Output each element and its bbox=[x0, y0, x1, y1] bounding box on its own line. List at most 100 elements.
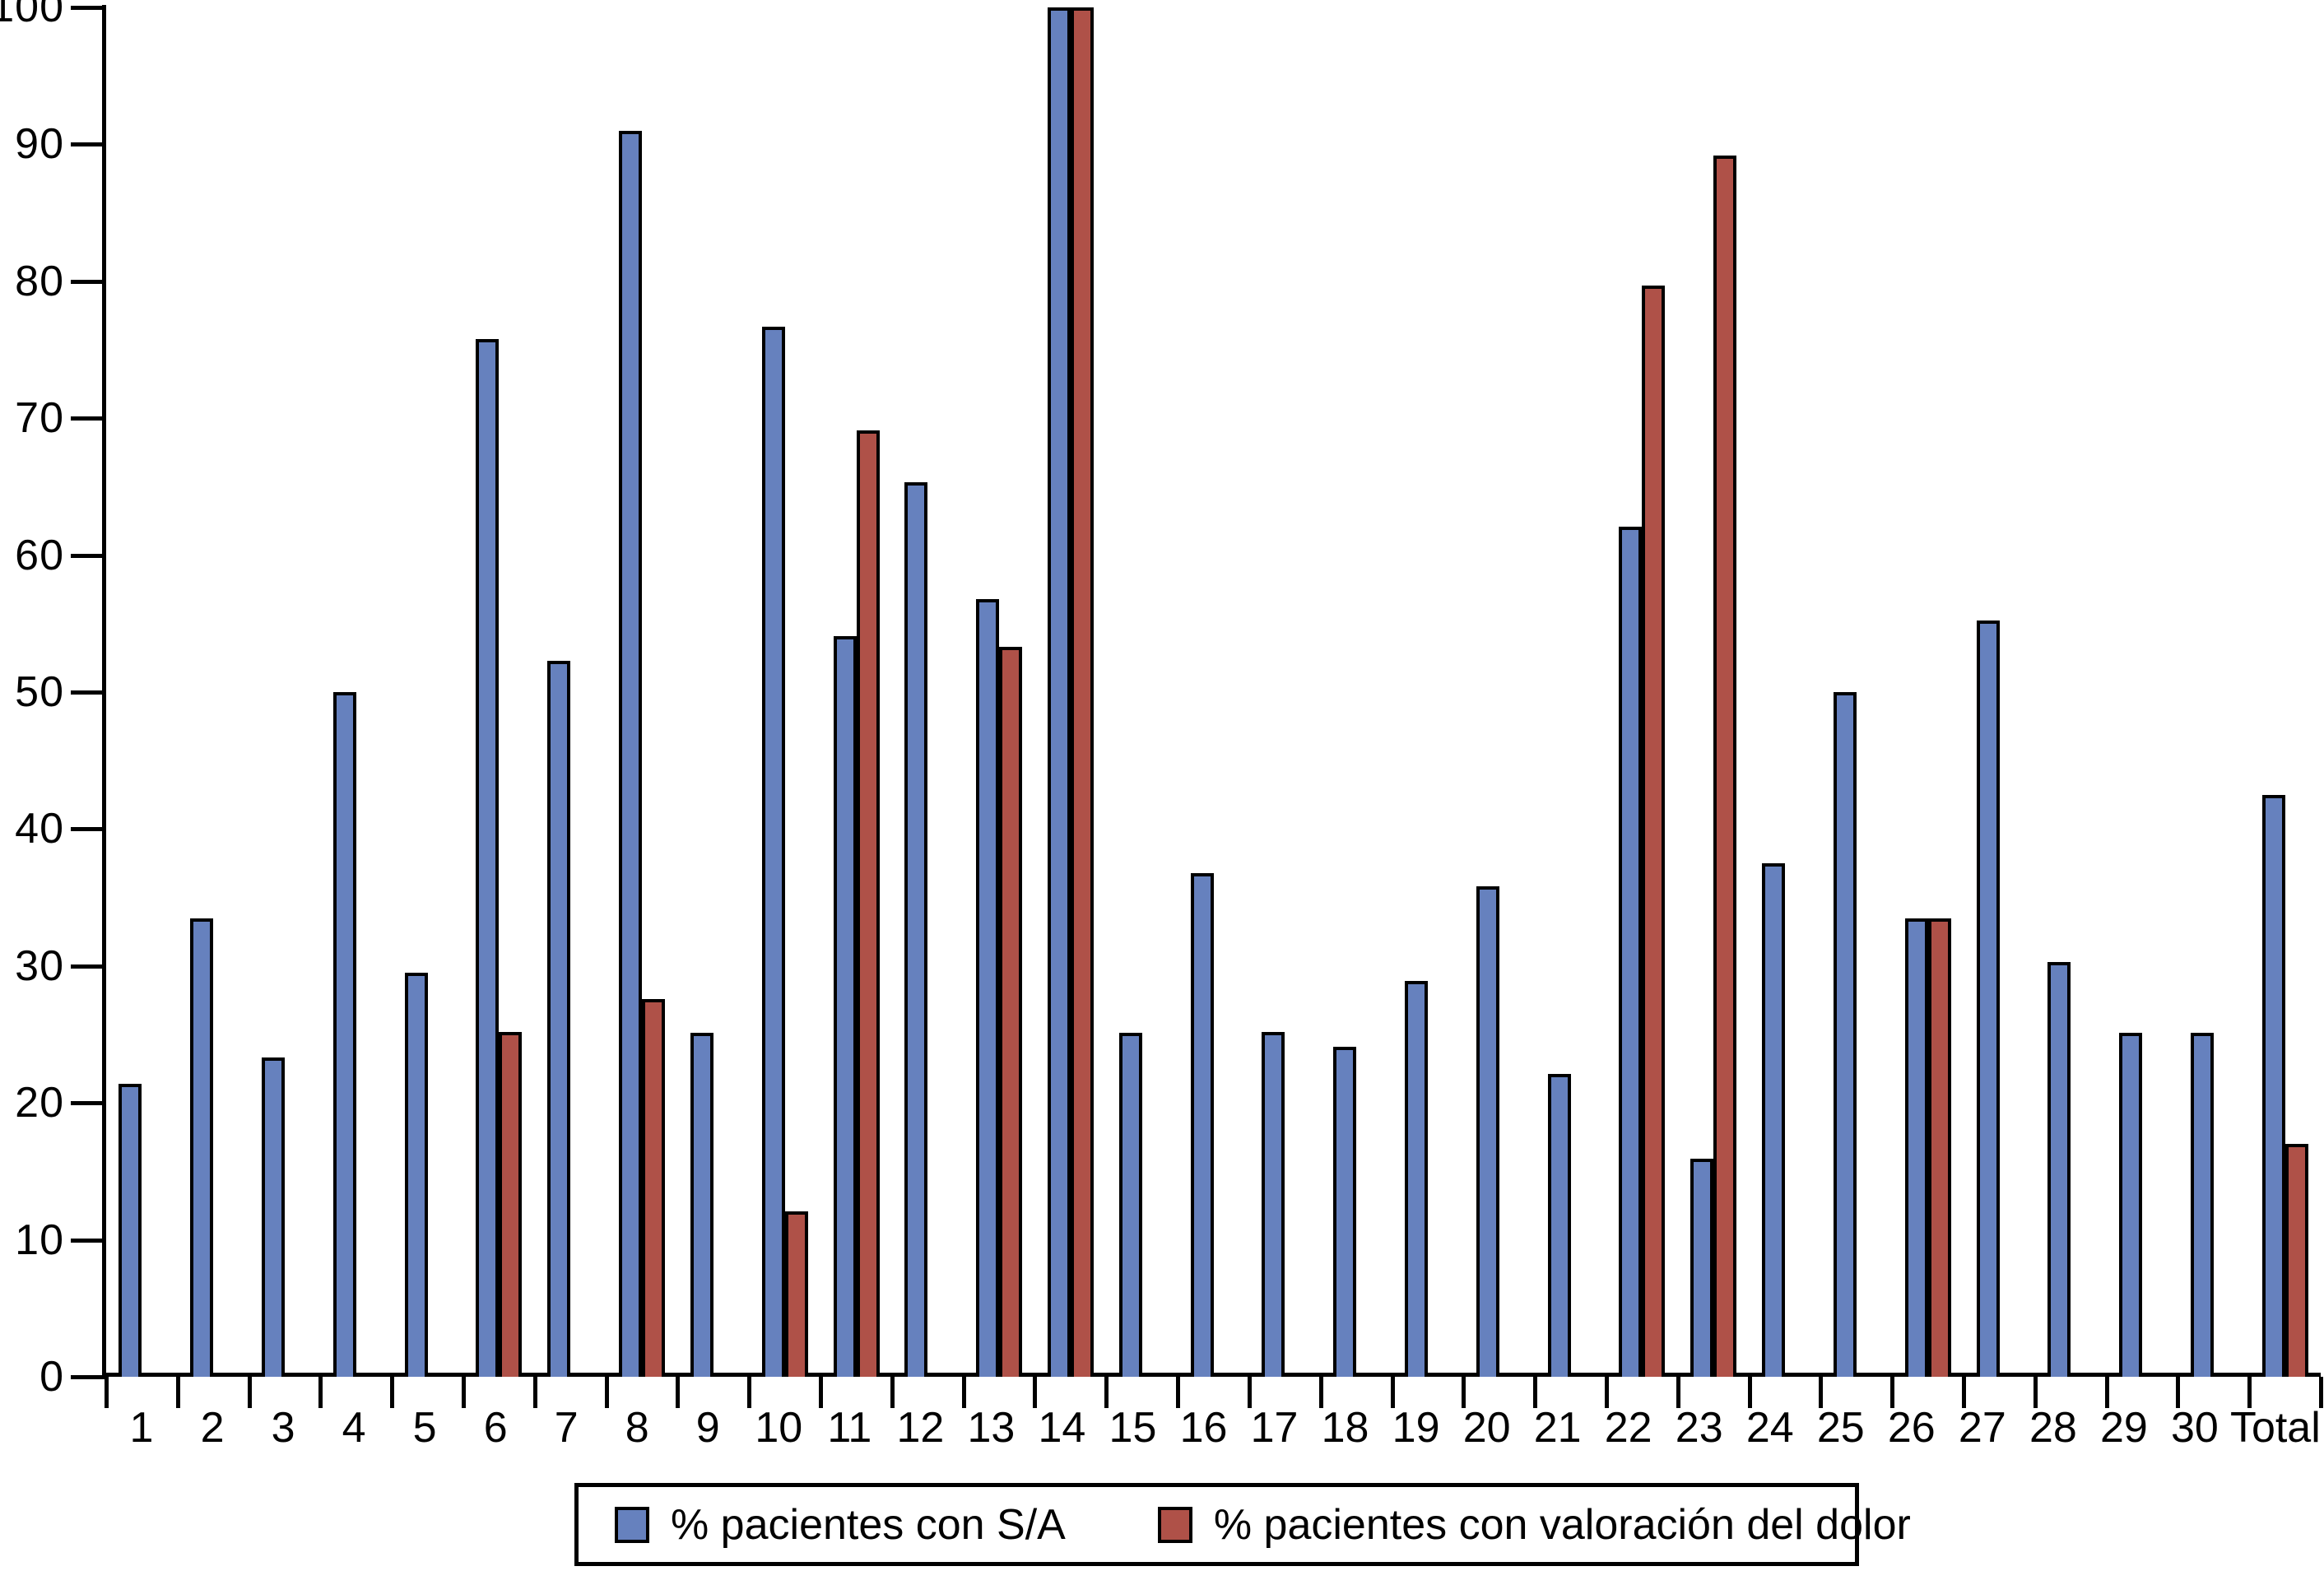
legend-item-dolor: % pacientes con valoración del dolor bbox=[1157, 1500, 1911, 1549]
bar-pair bbox=[619, 7, 666, 1377]
bar-dolor-11 bbox=[856, 430, 880, 1377]
bar-group-15 bbox=[1106, 7, 1178, 1377]
bar-pair bbox=[2261, 7, 2308, 1377]
x-axis-labels: 1 2 3 4 5 6 7 8 9 10 11 12 13 14 15 16 17 18 19 20 21 22 23 24 2… bbox=[106, 1399, 2321, 1457]
bar-sa-13 bbox=[976, 598, 1000, 1377]
x-tick-mark-28 bbox=[2104, 1377, 2109, 1408]
x-tick-mark-12 bbox=[961, 1377, 966, 1408]
bar-sa-1 bbox=[119, 1083, 142, 1377]
bar-pair bbox=[190, 7, 236, 1377]
x-label-Total: Total bbox=[2229, 1404, 2321, 1452]
bar-pair bbox=[1118, 7, 1165, 1377]
bar-group-18 bbox=[1321, 7, 1392, 1377]
x-label-7: 7 bbox=[554, 1404, 579, 1452]
bar-sa-19 bbox=[1405, 981, 1429, 1377]
bar-dolor-14 bbox=[1070, 7, 1094, 1377]
y-tick-mark-90 bbox=[71, 142, 105, 147]
bar-dolor-10 bbox=[784, 1211, 808, 1377]
bar-pair bbox=[761, 7, 808, 1377]
x-tick-mark-0 bbox=[105, 1377, 109, 1408]
bar-sa-12 bbox=[904, 482, 928, 1377]
x-label-8: 8 bbox=[625, 1404, 649, 1452]
bar-sa-7 bbox=[547, 660, 571, 1377]
x-label-6: 6 bbox=[483, 1404, 508, 1452]
x-label-10: 10 bbox=[755, 1404, 803, 1452]
bar-group-20 bbox=[1463, 7, 1535, 1377]
bar-sa-16 bbox=[1190, 872, 1214, 1377]
bar-sa-25 bbox=[1833, 692, 1857, 1377]
bar-pair bbox=[904, 7, 951, 1377]
bar-pair bbox=[1619, 7, 1666, 1377]
x-axis-tickmarks bbox=[105, 1377, 2323, 1410]
y-tick-label-50: 50 bbox=[15, 668, 64, 716]
bar-group-16 bbox=[1178, 7, 1249, 1377]
bar-sa-14 bbox=[1047, 7, 1071, 1377]
bar-dolor-Total bbox=[2284, 1144, 2308, 1377]
bar-pair bbox=[1333, 7, 1379, 1377]
x-tick-mark-23 bbox=[1747, 1377, 1752, 1408]
bar-dolor-23 bbox=[1713, 155, 1737, 1377]
x-tick-mark-21 bbox=[1604, 1377, 1609, 1408]
x-tick-mark-29 bbox=[2176, 1377, 2181, 1408]
bar-pair bbox=[2190, 7, 2237, 1377]
x-label-17: 17 bbox=[1250, 1404, 1299, 1452]
x-label-16: 16 bbox=[1179, 1404, 1228, 1452]
bar-pair bbox=[2119, 7, 2165, 1377]
x-tick-mark-15 bbox=[1176, 1377, 1181, 1408]
bar-sa-2 bbox=[190, 918, 214, 1377]
bar-pair bbox=[1047, 7, 1094, 1377]
bar-dolor-26 bbox=[1927, 918, 1951, 1377]
x-label-12: 12 bbox=[896, 1404, 945, 1452]
y-tick-mark-20 bbox=[71, 1101, 105, 1106]
x-tick-mark-9 bbox=[747, 1377, 752, 1408]
y-tick-mark-60 bbox=[71, 553, 105, 558]
bar-group-14 bbox=[1035, 7, 1107, 1377]
x-label-21: 21 bbox=[1533, 1404, 1582, 1452]
bar-pair bbox=[833, 7, 880, 1377]
bar-sa-26 bbox=[1904, 918, 1928, 1377]
bar-sa-3 bbox=[262, 1057, 286, 1377]
bar-group-28 bbox=[2035, 7, 2107, 1377]
bar-dolor-8 bbox=[642, 998, 666, 1377]
bar-pair bbox=[1476, 7, 1522, 1377]
bar-sa-11 bbox=[833, 635, 857, 1377]
y-tick-mark-10 bbox=[71, 1238, 105, 1243]
bar-sa-30 bbox=[2190, 1033, 2214, 1377]
x-tick-mark-19 bbox=[1462, 1377, 1466, 1408]
bar-sa-Total bbox=[2261, 794, 2285, 1377]
y-tick-label-20: 20 bbox=[15, 1079, 64, 1127]
bar-sa-21 bbox=[1547, 1074, 1571, 1377]
bar-group-5 bbox=[392, 7, 463, 1377]
bar-sa-18 bbox=[1333, 1046, 1357, 1377]
bar-group-6 bbox=[463, 7, 535, 1377]
x-tick-mark-13 bbox=[1033, 1377, 1038, 1408]
bar-sa-22 bbox=[1619, 526, 1643, 1377]
x-tick-mark-11 bbox=[890, 1377, 895, 1408]
bar-group-22 bbox=[1606, 7, 1678, 1377]
x-label-30: 30 bbox=[2171, 1404, 2219, 1452]
x-label-25: 25 bbox=[1816, 1404, 1865, 1452]
x-label-22: 22 bbox=[1604, 1404, 1652, 1452]
x-tick-mark-14 bbox=[1104, 1377, 1109, 1408]
bar-group-7 bbox=[535, 7, 607, 1377]
bar-group-Total bbox=[2249, 7, 2321, 1377]
y-tick-mark-80 bbox=[71, 279, 105, 284]
bar-sa-28 bbox=[2047, 961, 2071, 1377]
x-tick-mark-26 bbox=[1961, 1377, 1966, 1408]
bar-sa-15 bbox=[1118, 1033, 1142, 1377]
x-label-2: 2 bbox=[200, 1404, 225, 1452]
bar-group-19 bbox=[1392, 7, 1464, 1377]
x-tick-mark-17 bbox=[1318, 1377, 1323, 1408]
bar-group-8 bbox=[607, 7, 678, 1377]
legend-label-dolor: % pacientes con valoración del dolor bbox=[1213, 1500, 1911, 1549]
x-label-15: 15 bbox=[1109, 1404, 1157, 1452]
x-label-29: 29 bbox=[2099, 1404, 2148, 1452]
x-tick-mark-7 bbox=[604, 1377, 609, 1408]
bar-sa-23 bbox=[1690, 1159, 1714, 1377]
legend-swatch-blue bbox=[615, 1506, 649, 1543]
bar-pair bbox=[119, 7, 165, 1377]
bar-group-29 bbox=[2107, 7, 2178, 1377]
bar-pair bbox=[690, 7, 737, 1377]
bar-pair bbox=[1190, 7, 1237, 1377]
x-label-4: 4 bbox=[342, 1404, 366, 1452]
